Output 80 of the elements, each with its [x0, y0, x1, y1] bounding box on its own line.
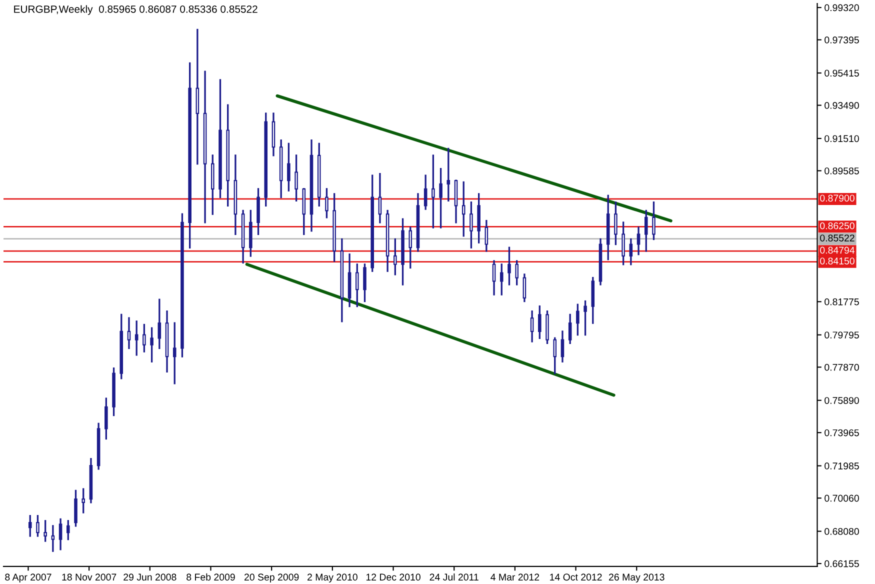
- candlestick: [74, 490, 78, 527]
- y-tick-label: 0.89585: [824, 167, 859, 174]
- candlestick: [614, 202, 618, 246]
- x-tick-label: 4 Mar 2012: [490, 574, 540, 581]
- candlestick: [530, 310, 534, 342]
- chart-title: EURGBP,Weekly 0.85965 0.86087 0.85336 0.85522: [14, 5, 258, 15]
- x-tick-label: 8 Feb 2009: [186, 573, 235, 581]
- candlestick: [51, 525, 55, 552]
- candlestick: [58, 518, 62, 550]
- candlestick: [446, 148, 450, 202]
- x-tick-label: 24 Jul 2011: [430, 573, 478, 581]
- candlestick: [127, 317, 131, 350]
- x-tick-label: 18 Nov 2007: [62, 574, 116, 581]
- candlestick: [150, 327, 154, 362]
- candlestick: [378, 173, 382, 224]
- candlestick: [553, 337, 557, 374]
- ref-line-label: 0.84794: [820, 246, 855, 254]
- candlestick: [134, 320, 138, 356]
- x-tick-label: 26 May 2013: [609, 574, 664, 582]
- y-tick-label: 0.71985: [824, 462, 859, 470]
- candlestick: [424, 174, 428, 210]
- candlestick: [158, 298, 162, 350]
- y-tick-label: 0.70060: [824, 494, 859, 502]
- x-tick-label: 14 Oct 2012: [550, 574, 602, 581]
- candlestick: [515, 260, 518, 286]
- candlestick: [36, 515, 40, 537]
- candlestick: [462, 181, 466, 237]
- candlestick: [560, 330, 564, 362]
- ref-line-label: 0.85522: [820, 234, 854, 242]
- candlestick: [538, 305, 542, 339]
- y-tick-label: 0.73965: [824, 429, 859, 436]
- candlestick: [287, 142, 290, 192]
- candlestick: [408, 226, 412, 269]
- candlestick: [172, 322, 176, 384]
- candlestick: [500, 264, 504, 296]
- candlestick: [325, 188, 328, 218]
- candlestick: [508, 246, 511, 286]
- candlestick: [363, 264, 366, 302]
- candlestick: [636, 226, 640, 256]
- y-tick-label: 0.93490: [824, 102, 859, 109]
- x-tick-label: 2 May 2010: [308, 574, 358, 582]
- x-tick-label: 12 Dec 2010: [366, 574, 420, 581]
- y-tick-label: 0.75890: [824, 397, 859, 404]
- x-tick-label: 20 Sep 2009: [244, 574, 299, 582]
- candlestick: [629, 238, 633, 266]
- candlestick: [394, 238, 397, 276]
- candlestick: [142, 324, 146, 352]
- ref-line-label: 0.84150: [820, 258, 854, 264]
- candlestick: [622, 222, 625, 266]
- y-tick-label: 0.91510: [824, 135, 859, 142]
- y-tick-label: 0.66155: [824, 560, 859, 568]
- candlestick: [82, 488, 85, 514]
- candlestick: [522, 274, 526, 302]
- candlestick: [104, 398, 108, 440]
- y-tick-label: 0.99320: [824, 4, 859, 12]
- candlestick: [584, 300, 587, 336]
- candlestick: [644, 210, 648, 252]
- ref-line-label: 0.86250: [820, 222, 854, 230]
- y-tick-label: 0.68080: [824, 528, 859, 535]
- candlestick: [356, 264, 359, 308]
- y-tick-label: 0.79795: [824, 332, 859, 338]
- candlestick: [484, 220, 488, 252]
- y-tick-label: 0.97395: [824, 36, 859, 44]
- y-tick-label: 0.81775: [824, 298, 859, 306]
- candlestick: [492, 260, 496, 296]
- y-tick-label: 0.77870: [824, 364, 859, 371]
- ref-line-label: 0.87900: [820, 194, 854, 202]
- candlestick: [66, 520, 70, 540]
- candlestick: [470, 202, 473, 248]
- candlestick: [568, 314, 572, 344]
- candlestick: [576, 304, 580, 336]
- candlestick: [28, 515, 32, 537]
- candlestick: [294, 154, 298, 202]
- y-tick-label: 0.95415: [824, 70, 859, 77]
- candlestick: [439, 168, 442, 228]
- candlestick: [44, 520, 47, 542]
- x-tick-label: 8 Apr 2007: [5, 574, 52, 582]
- candlestick: [432, 154, 435, 228]
- x-tick-label: 29 Jun 2008: [124, 574, 176, 581]
- candlestick: [652, 202, 656, 240]
